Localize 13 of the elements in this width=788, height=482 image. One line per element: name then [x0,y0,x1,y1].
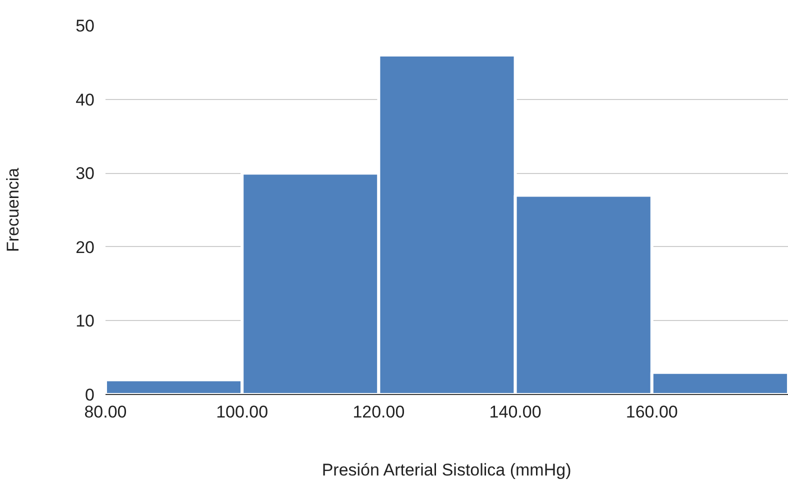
x-tick-label: 80.00 [84,402,127,422]
x-tick-label: 160.00 [626,402,678,422]
y-tick-label: 40 [76,90,95,110]
y-tick-label: 30 [76,164,95,184]
x-tick-label: 100.00 [216,402,268,422]
y-tick-label: 10 [76,312,95,331]
x-tick-label: 120.00 [352,402,405,422]
y-tick-label: 20 [76,238,95,257]
y-tick-label: 0 [85,386,95,404]
y-tick-label: 50 [76,16,95,36]
x-tick-label: 140.00 [489,402,542,422]
y-axis-title: Frecuencia [4,167,23,252]
x-axis-title: Presión Arterial Sistolica (mmHg) [322,460,572,480]
